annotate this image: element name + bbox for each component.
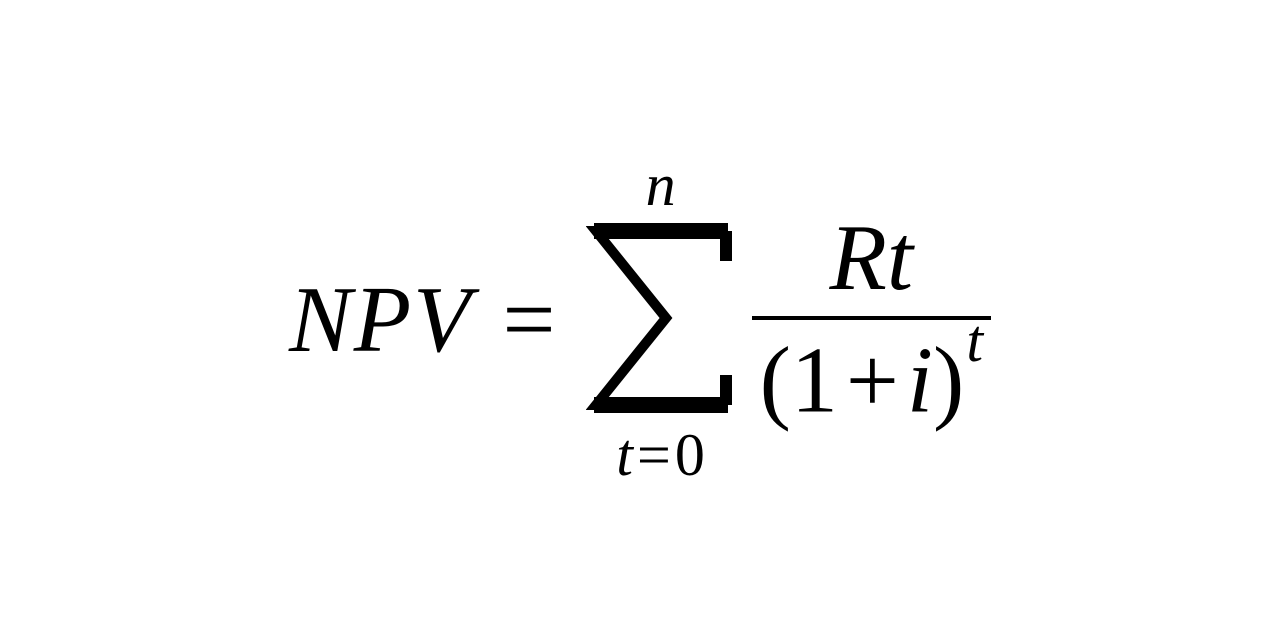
summation-block: n t=0 (586, 155, 736, 485)
sum-lower-val: 0 (675, 422, 705, 488)
denom-exponent: t (966, 308, 983, 374)
sum-upper-limit: n (646, 155, 676, 215)
npv-formula: NPV = n t=0 Rt (1+i)t (289, 155, 991, 485)
sum-lower-eq: = (637, 422, 671, 488)
denom-one: 1 (791, 329, 838, 433)
denom-rparen: ) (933, 329, 964, 433)
sum-lower-var: t (616, 422, 633, 488)
fraction-block: Rt (1+i)t (752, 207, 991, 433)
denom-i: i (907, 329, 933, 433)
fraction-numerator: Rt (822, 207, 922, 316)
lhs-npv: NPV (289, 266, 473, 374)
sum-lower-limit: t=0 (616, 425, 705, 485)
equals-sign: = (503, 266, 556, 374)
denom-plus: + (846, 329, 899, 433)
sigma-icon (586, 223, 736, 413)
fraction-denominator: (1+i)t (752, 320, 991, 433)
denom-lparen: ( (760, 329, 791, 433)
